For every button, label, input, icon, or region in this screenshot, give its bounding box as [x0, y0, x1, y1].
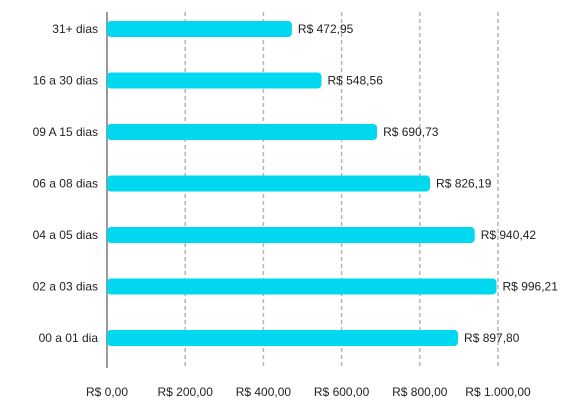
data-label: R$ 940,42: [481, 228, 537, 242]
x-tick-label: R$ 200,00: [158, 385, 214, 399]
data-label: R$ 548,56: [327, 74, 383, 88]
category-label: 31+ dias: [52, 22, 98, 36]
data-labels: R$ 472,95 R$ 548,56 R$ 690,73 R$ 826,19 R$ 9…: [298, 22, 558, 345]
data-label: R$ 897,80: [464, 331, 520, 345]
category-label: 00 a 01 dia: [39, 331, 99, 345]
data-label: R$ 826,19: [436, 177, 492, 191]
category-labels: 31+ dias 16 a 30 dias 09 A 15 dias 06 a 08 …: [33, 22, 99, 345]
data-label: R$ 690,73: [383, 125, 439, 139]
category-label: 06 a 08 dias: [33, 177, 98, 191]
x-tick-label: R$ 800,00: [392, 385, 448, 399]
category-label: 09 A 15 dias: [33, 125, 98, 139]
bar: [107, 330, 459, 346]
bar: [107, 21, 292, 37]
x-tick-labels: R$ 0,00 R$ 200,00 R$ 400,00 R$ 600,00 R$ 800…: [86, 385, 531, 399]
category-label: 04 a 05 dias: [33, 228, 98, 242]
data-label: R$ 472,95: [298, 22, 354, 36]
bar: [107, 175, 431, 192]
bars: [107, 21, 497, 346]
x-tick-label: R$ 600,00: [314, 385, 370, 399]
data-label: R$ 996,21: [503, 280, 559, 294]
x-tick-label: R$ 0,00: [86, 385, 128, 399]
bar: [107, 124, 378, 140]
bar: [107, 227, 475, 243]
bar: [107, 72, 322, 89]
bar: [107, 278, 497, 295]
x-tick-label: R$ 1.000,00: [465, 385, 531, 399]
x-tick-label: R$ 400,00: [236, 385, 292, 399]
category-label: 16 a 30 dias: [33, 74, 98, 88]
category-label: 02 a 03 dias: [33, 280, 98, 294]
